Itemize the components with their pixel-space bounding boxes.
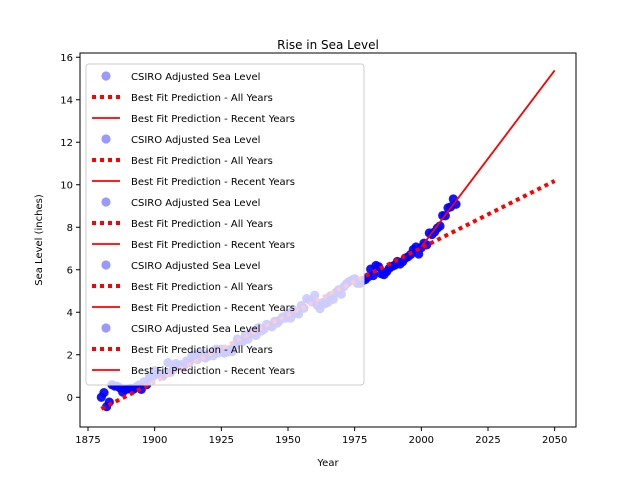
x-tick-label: 2050 [542, 435, 567, 446]
legend-label: Best Fit Prediction - Recent Years [131, 303, 295, 314]
x-axis-ticks: 1875 1900 1925 1950 1975 2000 2025 2050 [75, 427, 567, 446]
fit-line-recent-years [420, 69, 556, 248]
legend-box [85, 63, 365, 386]
chart-title: Rise in Sea Level [277, 38, 379, 52]
y-tick-label: 6 [67, 265, 73, 276]
y-tick-label: 0 [67, 393, 73, 404]
legend-label: Best Fit Prediction - All Years [131, 219, 273, 230]
y-tick-label: 8 [67, 223, 73, 234]
legend-label: Best Fit Prediction - All Years [131, 282, 273, 293]
x-tick-label: 1950 [275, 435, 300, 446]
x-tick-label: 1875 [75, 435, 100, 446]
legend-marker-scatter [101, 134, 111, 144]
x-tick-label: 1900 [142, 435, 167, 446]
y-tick-label: 4 [67, 308, 73, 319]
y-tick-label: 14 [60, 95, 73, 106]
data-point [451, 199, 461, 209]
legend-marker-scatter [101, 260, 111, 270]
legend-marker-scatter [101, 197, 111, 207]
legend-marker-scatter [101, 71, 111, 81]
axes-frame [79, 52, 577, 428]
x-tick-label: 1975 [342, 435, 367, 446]
y-tick-label: 12 [60, 138, 73, 149]
x-tick-label: 2025 [475, 435, 500, 446]
legend-label: CSIRO Adjusted Sea Level [131, 135, 260, 146]
y-axis-ticks: 0 2 4 6 8 10 12 14 16 [60, 53, 80, 404]
legend-label: CSIRO Adjusted Sea Level [131, 198, 260, 209]
legend-label: Best Fit Prediction - Recent Years [131, 240, 295, 251]
y-tick-label: 2 [67, 350, 73, 361]
legend-label: Best Fit Prediction - All Years [131, 156, 273, 167]
legend-marker-scatter [101, 323, 111, 333]
data-point [368, 270, 378, 281]
x-tick-label: 1925 [209, 435, 234, 446]
axes: 1875 1900 1925 1950 1975 2000 2025 2050 0 2 4 6 8 10… [34, 52, 577, 469]
legend-label: Best Fit Prediction - All Years [131, 345, 273, 356]
legend-label: Best Fit Prediction - All Years [131, 93, 273, 104]
data-point [99, 387, 109, 398]
legend-label: Best Fit Prediction - Recent Years [131, 366, 295, 377]
y-tick-label: 16 [60, 53, 73, 64]
legend-label: CSIRO Adjusted Sea Level [131, 261, 260, 272]
legend-label: Best Fit Prediction - Recent Years [131, 114, 295, 125]
legend-label: CSIRO Adjusted Sea Level [131, 72, 260, 83]
legend-label: CSIRO Adjusted Sea Level [131, 324, 260, 335]
legend-label: Best Fit Prediction - Recent Years [131, 177, 295, 188]
x-axis-label: Year [316, 458, 339, 469]
y-axis-label: Sea Level (inches) [34, 194, 45, 286]
y-tick-label: 10 [60, 180, 73, 191]
x-tick-label: 2000 [409, 435, 434, 446]
legend: CSIRO Adjusted Sea Level Best Fit Predict… [85, 63, 365, 386]
